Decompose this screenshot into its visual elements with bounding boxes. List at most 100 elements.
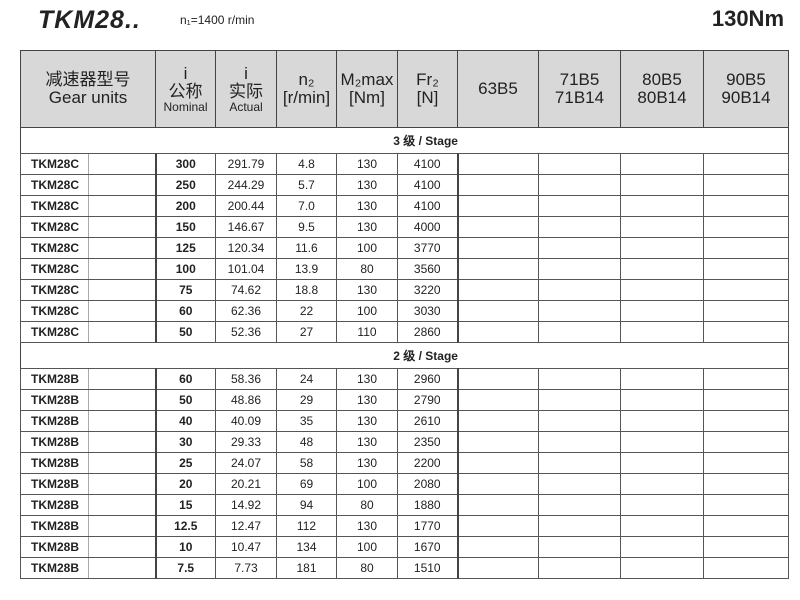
col-i-nominal: i 公称 Nominal (155, 50, 216, 128)
motor-cell (457, 300, 539, 322)
m2max-cell: 100 (336, 300, 398, 322)
blank-cell (88, 494, 156, 516)
m2max-cell: 130 (336, 368, 398, 390)
motor-cell (538, 473, 621, 495)
i-actual-cell: 291.79 (215, 153, 277, 175)
table-row: TKM28B 12.5 12.47 112 130 1770 (20, 515, 789, 537)
motor-cell (703, 557, 789, 579)
blank-cell (88, 515, 156, 537)
motor-cell (457, 368, 539, 390)
fr2-cell: 1670 (397, 536, 459, 558)
i-nominal-en: Nominal (163, 99, 208, 114)
model-cell: TKM28C (20, 279, 89, 301)
m2max-cell: 130 (336, 389, 398, 411)
motor-cell (703, 473, 789, 495)
model-cell: TKM28B (20, 473, 89, 495)
motor-63b5: 63B5 (478, 79, 518, 99)
col-n2: n₂ [r/min] (276, 50, 337, 128)
i-nominal-cell: 125 (154, 237, 216, 259)
n2-cell: 48 (276, 431, 337, 453)
n2-cell: 5.7 (276, 174, 337, 196)
motor-cell (538, 258, 621, 280)
motor-cell (620, 321, 704, 343)
fr2-cell: 4000 (397, 216, 459, 238)
i-nominal-cell: 10 (154, 536, 216, 558)
col-m2max: M₂max [Nm] (336, 50, 398, 128)
motor-cell (703, 515, 789, 537)
gear-units-en: Gear units (48, 88, 128, 107)
model-cell: TKM28B (20, 536, 89, 558)
blank-cell (88, 557, 156, 579)
i-actual-cell: 62.36 (215, 300, 277, 322)
i-nominal-cell: 15 (154, 494, 216, 516)
m2max-cell: 130 (336, 410, 398, 432)
i-actual-cell: 101.04 (215, 258, 277, 280)
i-nominal-cell: 50 (154, 321, 216, 343)
input-speed: n₁=1400 r/min (180, 13, 255, 27)
blank-cell (88, 300, 156, 322)
model-cell: TKM28C (20, 216, 89, 238)
i-actual-en: Actual (229, 99, 263, 114)
m2max-label: M₂max (340, 70, 394, 90)
n2-cell: 134 (276, 536, 337, 558)
fr2-cell: 2080 (397, 473, 459, 495)
rated-torque: 130Nm (711, 6, 784, 31)
i-actual-cell: 200.44 (215, 195, 277, 217)
blank-cell (88, 473, 156, 495)
i-actual-cell: 48.86 (215, 389, 277, 411)
i-actual-cell: 58.36 (215, 368, 277, 390)
fr2-cell: 2350 (397, 431, 459, 453)
col-gear-units: 减速器型号 Gear units (20, 50, 156, 128)
motor-cell (457, 389, 539, 411)
model-cell: TKM28C (20, 195, 89, 217)
n2-cell: 35 (276, 410, 337, 432)
motor-cell (538, 557, 621, 579)
motor-cell (620, 368, 704, 390)
m2max-cell: 100 (336, 536, 398, 558)
i-nominal-cell: 20 (154, 473, 216, 495)
motor-71b5: 71B5 (559, 70, 600, 90)
fr2-cell: 4100 (397, 195, 459, 217)
motor-cell (538, 174, 621, 196)
model-cell: TKM28B (20, 431, 89, 453)
motor-cell (620, 452, 704, 474)
motor-cell (703, 153, 789, 175)
i-nominal-cell: 150 (154, 216, 216, 238)
stage-label: 2 级 / Stage (20, 342, 789, 369)
motor-cell (538, 515, 621, 537)
n2-cell: 29 (276, 389, 337, 411)
motor-cell (703, 410, 789, 432)
i-nominal-cell: 100 (154, 258, 216, 280)
m2max-cell: 130 (336, 515, 398, 537)
motor-cell (620, 195, 704, 217)
fr2-cell: 2790 (397, 389, 459, 411)
motor-cell (620, 216, 704, 238)
table-row: TKM28C 75 74.62 18.8 130 3220 (20, 279, 789, 301)
motor-cell (538, 368, 621, 390)
n2-cell: 18.8 (276, 279, 337, 301)
i-actual-cell: 7.73 (215, 557, 277, 579)
stage-row: 3 级 / Stage (20, 127, 789, 154)
motor-cell (538, 216, 621, 238)
motor-cell (620, 279, 704, 301)
i-nominal-cell: 30 (154, 431, 216, 453)
motor-cell (457, 153, 539, 175)
i-actual-cell: 10.47 (215, 536, 277, 558)
motor-cell (457, 494, 539, 516)
motor-cell (703, 279, 789, 301)
col-71: 71B5 71B14 (538, 50, 621, 128)
motor-cell (457, 258, 539, 280)
blank-cell (88, 237, 156, 259)
i-nominal-cn: 公称 (168, 81, 203, 101)
m2max-cell: 130 (336, 431, 398, 453)
table-row: TKM28B 40 40.09 35 130 2610 (20, 410, 789, 432)
col-fr2: Fr₂ [N] (397, 50, 458, 128)
motor-cell (457, 410, 539, 432)
motor-cell (538, 279, 621, 301)
motor-cell (703, 431, 789, 453)
n2-cell: 4.8 (276, 153, 337, 175)
motor-cell (457, 279, 539, 301)
gear-units-cn: 减速器型号 (45, 70, 131, 90)
i-nominal-cell: 7.5 (154, 557, 216, 579)
motor-cell (620, 557, 704, 579)
